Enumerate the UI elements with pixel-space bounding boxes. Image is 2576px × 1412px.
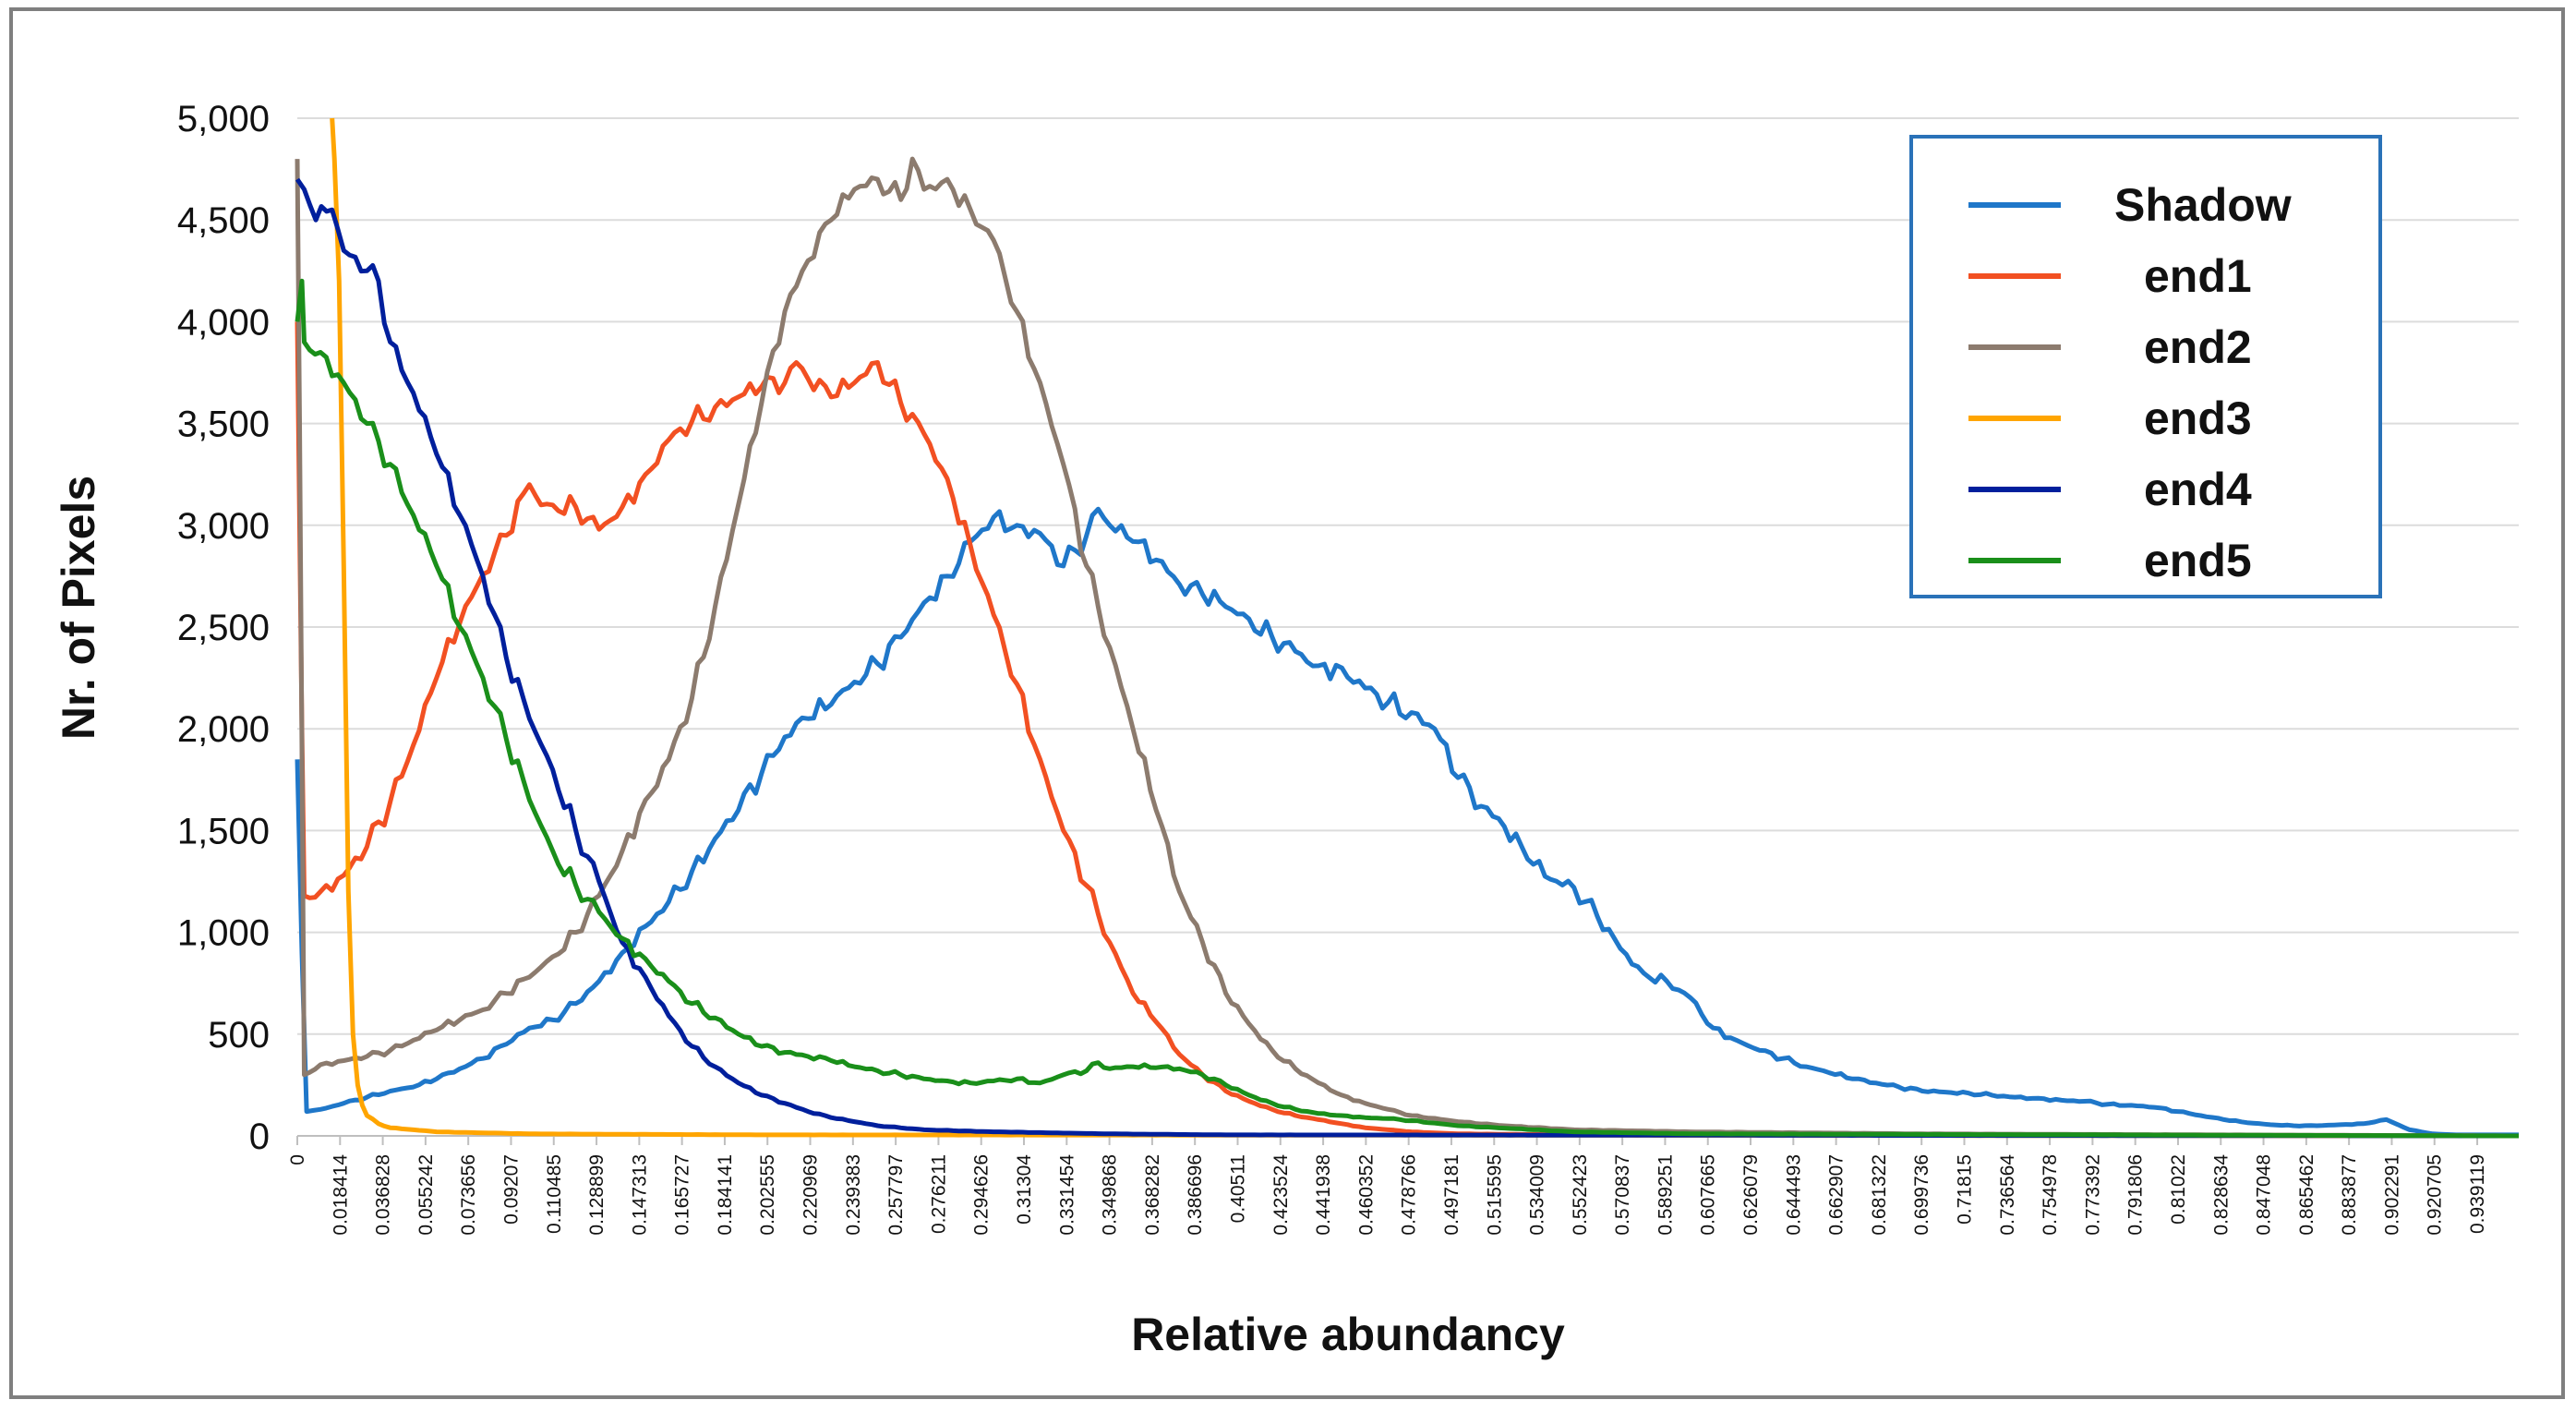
legend: Shadow end1 end2 end3 end4 end5 — [1909, 135, 2382, 598]
x-tick-label: 0.09207 — [500, 1154, 522, 1225]
legend-box — [1909, 135, 2382, 598]
x-tick-label: 0.202555 — [757, 1154, 778, 1236]
x-tick-label: 0.552423 — [1570, 1154, 1591, 1236]
legend-label-end4: end4 — [2144, 464, 2252, 515]
series-line-end5 — [295, 278, 2519, 1139]
x-tick-label: 0.515595 — [1484, 1154, 1505, 1236]
x-tick-label: 0.791806 — [2125, 1154, 2147, 1236]
series-lines — [295, 117, 2519, 1139]
x-tick-label: 0.681322 — [1869, 1154, 1890, 1236]
x-tick-label: 0 — [287, 1154, 308, 1165]
x-axis-ticks: 0 0.018414 0.036828 0.055242 0.073656 0.09207… — [287, 1136, 2488, 1236]
y-axis-title: Nr. of Pixels — [53, 476, 104, 740]
x-tick-label: 0.534009 — [1527, 1154, 1548, 1236]
x-tick-label: 0.294626 — [971, 1154, 993, 1236]
x-tick-label: 0.165727 — [672, 1154, 693, 1236]
x-tick-label: 0.239383 — [843, 1154, 864, 1236]
x-tick-label: 0.847048 — [2254, 1154, 2275, 1236]
x-tick-label: 0.31304 — [1014, 1154, 1035, 1225]
x-tick-label: 0.570837 — [1612, 1154, 1633, 1236]
x-tick-label: 0.939119 — [2467, 1154, 2488, 1234]
x-tick-label: 0.920705 — [2425, 1154, 2446, 1236]
x-tick-label: 0.018414 — [330, 1154, 351, 1236]
x-tick-label: 0.036828 — [373, 1154, 394, 1236]
x-tick-label: 0.055242 — [415, 1154, 437, 1236]
x-tick-label: 0.902291 — [2381, 1154, 2402, 1236]
x-tick-label: 0.110485 — [544, 1154, 565, 1234]
x-tick-label: 0.276211 — [928, 1154, 949, 1234]
x-tick-label: 0.828634 — [2210, 1154, 2232, 1236]
x-tick-label: 0.607665 — [1698, 1154, 1719, 1236]
y-tick-label: 500 — [208, 1015, 270, 1056]
x-tick-label: 0.773392 — [2082, 1154, 2103, 1236]
x-tick-label: 0.368282 — [1142, 1154, 1163, 1236]
y-tick-label: 2,000 — [177, 709, 270, 750]
x-tick-label: 0.736564 — [1997, 1154, 2018, 1236]
x-tick-label: 0.497181 — [1441, 1154, 1463, 1236]
y-tick-label: 4,000 — [177, 302, 270, 343]
y-tick-label: 4,500 — [177, 200, 270, 241]
x-tick-label: 0.662907 — [1826, 1154, 1848, 1236]
series-line-shadow — [295, 506, 2519, 1138]
x-tick-label: 0.184141 — [715, 1154, 736, 1236]
x-tick-label: 0.073656 — [458, 1154, 479, 1236]
x-tick-label: 0.331454 — [1056, 1154, 1077, 1236]
legend-label-end2: end2 — [2144, 321, 2252, 373]
legend-label-end1: end1 — [2144, 250, 2252, 302]
y-tick-label: 2,500 — [177, 608, 270, 648]
x-tick-label: 0.699736 — [1911, 1154, 1932, 1236]
x-axis-title: Relative abundancy — [1131, 1309, 1565, 1360]
x-tick-label: 0.81022 — [2168, 1154, 2189, 1225]
x-tick-label: 0.883877 — [2339, 1154, 2360, 1236]
x-tick-label: 0.128899 — [586, 1154, 608, 1236]
y-tick-label: 1,500 — [177, 811, 270, 851]
x-tick-label: 0.386696 — [1185, 1154, 1206, 1236]
x-tick-label: 0.460352 — [1355, 1154, 1377, 1236]
x-tick-label: 0.626079 — [1740, 1154, 1762, 1236]
x-tick-label: 0.257797 — [885, 1154, 907, 1236]
y-tick-label: 5,000 — [177, 99, 270, 139]
x-tick-label: 0.147313 — [629, 1154, 650, 1236]
legend-label-end3: end3 — [2144, 392, 2252, 444]
x-tick-label: 0.589251 — [1655, 1154, 1676, 1236]
x-tick-label: 0.865462 — [2296, 1154, 2317, 1236]
x-tick-label: 0.220969 — [800, 1154, 822, 1236]
x-tick-label: 0.441938 — [1313, 1154, 1334, 1236]
legend-label-shadow: Shadow — [2114, 179, 2292, 231]
y-tick-label: 3,500 — [177, 404, 270, 445]
y-tick-label: 1,000 — [177, 913, 270, 954]
y-axis-ticks: 0 500 1,000 1,500 2,000 2,500 3,000 3,500 4,000 4… — [177, 99, 270, 1157]
legend-label-end5: end5 — [2144, 535, 2252, 586]
y-tick-label: 3,000 — [177, 506, 270, 547]
x-tick-label: 0.644493 — [1783, 1154, 1804, 1236]
x-tick-label: 0.40511 — [1227, 1154, 1248, 1223]
x-tick-label: 0.754978 — [2040, 1154, 2061, 1236]
x-tick-label: 0.349868 — [1100, 1154, 1121, 1236]
x-tick-label: 0.423524 — [1270, 1154, 1292, 1236]
x-tick-label: 0.478766 — [1399, 1154, 1420, 1236]
x-tick-label: 0.71815 — [1954, 1154, 1975, 1225]
y-tick-label: 0 — [249, 1116, 270, 1157]
